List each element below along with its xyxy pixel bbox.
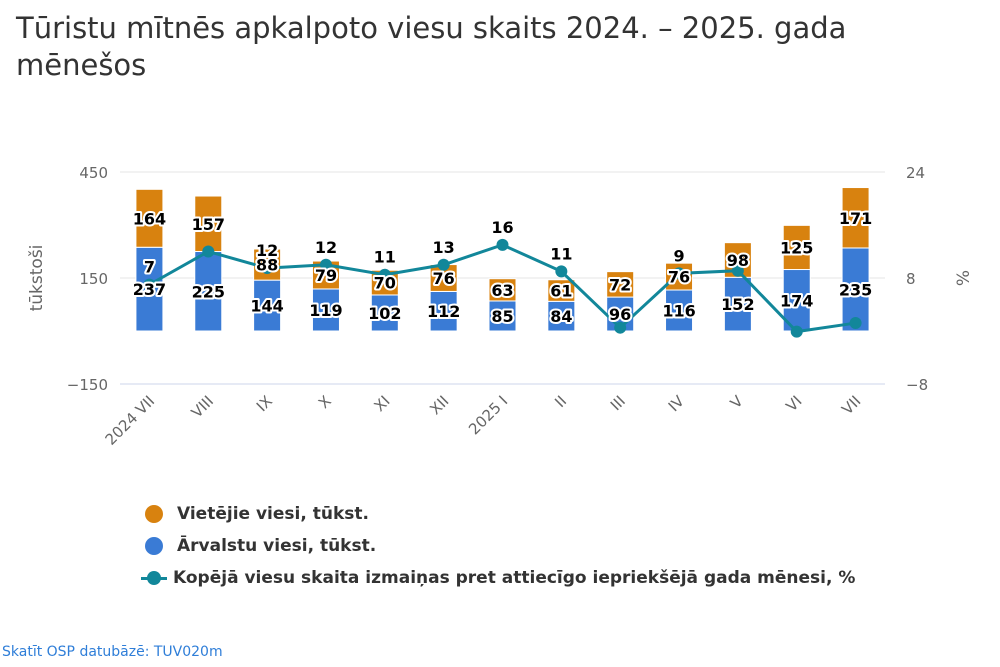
x-tick-label: IX [253,392,276,415]
x-tick-label: X [315,392,335,412]
data-label-change: 11 [374,248,396,267]
x-tick-label: XII [426,392,452,418]
x-tick-label: VI [782,392,805,415]
data-label-domestic: 63 [491,281,513,300]
line-point [143,278,156,291]
bar-foreign [723,276,752,332]
data-label-foreign: 152 [721,295,754,314]
data-label-domestic: 157 [192,215,225,234]
x-tick-label: VIII [188,392,217,421]
data-label-foreign: 96 [609,305,631,324]
data-label-domestic: 88 [256,256,278,275]
line-point [555,265,568,278]
y-right-tick-label: 8 [906,270,916,288]
x-tick-label: II [551,392,570,411]
y-left-tick-label: 150 [79,270,108,288]
data-label-foreign: 174 [780,291,813,310]
bar-domestic [606,271,635,298]
line-point [849,317,862,330]
legend-foreign-label: Ārvalstu viesi, tūkst. [177,536,377,556]
bar-domestic [547,279,576,302]
line-point [378,268,391,281]
y-right-tick-label: −8 [906,376,928,394]
data-label-foreign: 112 [427,302,460,321]
data-label-change: 12 [315,238,337,257]
legend-change-marker [141,569,167,587]
data-label-domestic: 171 [839,209,872,228]
legend-change-label: Kopējā viesu skaita izmaiņas pret attiec… [173,568,856,588]
data-label-change: 9 [673,246,684,265]
data-label-domestic: 164 [133,209,166,228]
x-tick-label: V [727,392,748,413]
legend-domestic-marker [145,505,163,523]
line-point [319,258,332,271]
bar-domestic [782,224,811,271]
data-label-change: 13 [433,238,455,257]
data-label-foreign: 85 [491,307,513,326]
data-label-domestic: 79 [315,266,337,285]
data-label-domestic: 76 [433,269,455,288]
line-point [790,325,803,338]
x-tick-label: 2024 VII [102,392,159,449]
y-left-axis-title: tūkstoši [27,245,47,312]
bar-domestic [488,278,517,302]
data-label-change: 11 [550,244,572,263]
legend-foreign-marker [145,537,163,555]
data-label-foreign: 235 [839,280,872,299]
data-label-domestic: 76 [668,268,690,287]
legend-item-change[interactable]: Kopējā viesu skaita izmaiņas pret attiec… [141,562,856,594]
data-label-domestic: 61 [550,282,572,301]
x-tick-label: XI [371,392,394,415]
bar-foreign [665,289,694,332]
data-label-foreign: 237 [133,280,166,299]
legend: Vietējie viesi, tūkst. Ārvalstu viesi, t… [141,498,856,594]
bar-domestic [135,188,164,248]
data-label-domestic: 70 [374,274,396,293]
chart-title: Tūristu mītnēs apkalpoto viesu skaits 20… [16,11,847,82]
legend-item-foreign[interactable]: Ārvalstu viesi, tūkst. [145,530,855,562]
y-right-axis-title: % [954,270,974,286]
line-point [614,321,627,334]
x-tick-label: III [607,392,629,414]
data-label-foreign: 144 [250,297,283,316]
data-label-domestic: 72 [609,275,631,294]
line-point [261,262,274,275]
line-point [202,245,215,258]
data-label-foreign: 102 [368,304,401,323]
line-point [731,264,744,277]
bar-foreign [547,300,576,332]
y-left-tick-label: 450 [79,164,108,182]
line-point [673,267,686,280]
data-label-foreign: 225 [192,282,225,301]
line-point [437,258,450,271]
line-point [496,238,509,251]
legend-domestic-label: Vietējie viesi, tūkst. [177,504,369,524]
data-label-change: 16 [491,218,513,237]
data-label-foreign: 116 [662,302,695,321]
data-label-domestic: 125 [780,238,813,257]
x-tick-label: IV [665,392,689,416]
data-label-domestic: 98 [727,251,749,270]
data-label-foreign: 84 [550,307,572,326]
data-label-change: 12 [256,241,278,260]
x-tick-label: VII [838,392,864,418]
x-tick-label: 2025 I [465,392,511,438]
data-label-change: 7 [144,258,155,277]
bar-domestic [841,187,870,249]
data-label-foreign: 119 [309,301,342,320]
y-right-tick-label: 24 [906,164,925,182]
y-left-tick-label: −150 [67,376,108,394]
source-link[interactable]: Skatīt OSP datubāzē: TUV020m [2,644,223,660]
legend-item-domestic[interactable]: Vietējie viesi, tūkst. [145,498,855,530]
bar-domestic [429,264,458,292]
bar-foreign [370,294,399,332]
